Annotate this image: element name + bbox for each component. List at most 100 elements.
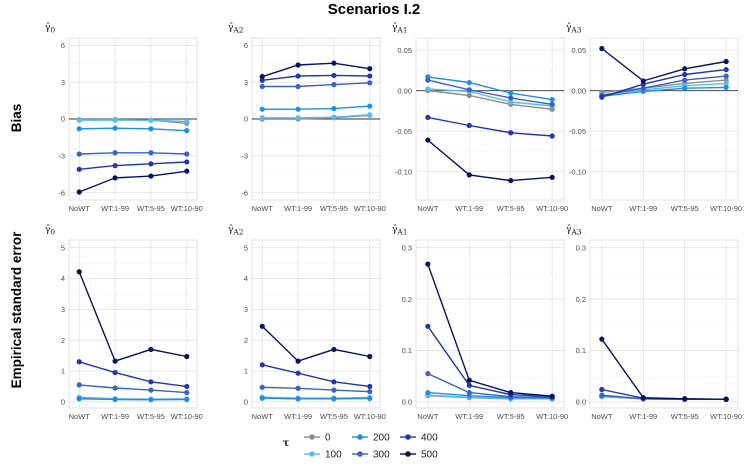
data-point-200 bbox=[682, 85, 688, 91]
data-point-300 bbox=[184, 151, 190, 157]
data-point-500 bbox=[184, 168, 190, 174]
x-tick-label: WT:1-99 bbox=[455, 204, 483, 213]
data-point-100 bbox=[723, 80, 729, 86]
data-point-200 bbox=[295, 396, 301, 402]
panel-title: γ̂A1 bbox=[392, 22, 408, 35]
data-point-100 bbox=[508, 99, 514, 105]
panel-background bbox=[251, 239, 381, 409]
y-tick-label: 0.00 bbox=[571, 86, 586, 95]
series-line-200 bbox=[262, 105, 370, 110]
y-tick-label: 0 bbox=[244, 398, 248, 407]
y-tick-label: -3 bbox=[58, 152, 65, 161]
data-point-500 bbox=[599, 45, 605, 52]
series-line-200 bbox=[427, 76, 553, 101]
y-tick-label: 2 bbox=[61, 336, 65, 345]
series-line-0 bbox=[427, 89, 553, 110]
data-point-500 bbox=[549, 174, 555, 180]
data-point-500 bbox=[148, 346, 154, 353]
y-tick-label: 3 bbox=[61, 305, 65, 314]
data-point-200 bbox=[331, 105, 337, 112]
data-point-500 bbox=[259, 323, 265, 329]
y-tick-label: 0.0 bbox=[576, 398, 586, 407]
legend-label: 100 bbox=[325, 450, 342, 461]
panel-title: γ̂A1 bbox=[392, 224, 408, 237]
data-point-500 bbox=[76, 269, 82, 275]
series-line-300 bbox=[79, 384, 187, 394]
x-tick-label: WT:1-99 bbox=[101, 204, 129, 213]
data-point-400 bbox=[112, 163, 118, 169]
data-point-500 bbox=[331, 346, 337, 353]
legend-item-200: 200 bbox=[352, 433, 390, 444]
data-point-300 bbox=[112, 385, 118, 391]
y-tick-label: 6 bbox=[61, 41, 65, 50]
data-point-200 bbox=[112, 125, 118, 131]
data-point-400 bbox=[367, 73, 373, 79]
panel-background bbox=[589, 37, 739, 201]
data-point-100 bbox=[112, 117, 118, 123]
x-tick-label: NoWT bbox=[417, 204, 439, 213]
y-tick-label: 1 bbox=[61, 367, 65, 376]
data-point-500 bbox=[508, 389, 514, 396]
legend-item-500: 500 bbox=[400, 450, 438, 461]
series-line-500 bbox=[261, 325, 370, 362]
x-tick-label: NoWT bbox=[69, 412, 91, 421]
series-line-200 bbox=[601, 86, 727, 97]
data-point-300 bbox=[367, 80, 373, 86]
legend-label: 200 bbox=[373, 433, 390, 444]
y-tick-label: 0 bbox=[61, 398, 65, 407]
data-point-500 bbox=[367, 353, 373, 360]
x-tick-label: NoWT bbox=[252, 204, 274, 213]
data-point-500 bbox=[184, 353, 190, 360]
data-point-300 bbox=[682, 77, 688, 83]
data-point-400 bbox=[599, 94, 605, 100]
series-line-500 bbox=[427, 263, 553, 397]
data-point-400 bbox=[367, 383, 373, 390]
data-point-300 bbox=[148, 150, 154, 156]
y-tick-label: 0.3 bbox=[576, 243, 586, 252]
data-point-100 bbox=[184, 118, 190, 125]
legend-items: 0 200 400 100 300 500 bbox=[304, 433, 438, 461]
data-point-400 bbox=[148, 161, 154, 167]
data-point-400 bbox=[425, 323, 431, 329]
data-point-500 bbox=[331, 60, 337, 66]
data-point-200 bbox=[259, 106, 265, 112]
series-line-300 bbox=[601, 75, 727, 97]
y-tick-label: 1 bbox=[244, 367, 248, 376]
data-point-200 bbox=[367, 395, 373, 402]
series-line-200 bbox=[79, 398, 187, 401]
x-tick-label: WT:10-90 bbox=[171, 204, 203, 213]
series-line-100 bbox=[427, 394, 553, 400]
y-tick-label: 4 bbox=[244, 274, 248, 283]
y-tick-label: 0.0 bbox=[402, 398, 412, 407]
panel-2: -6 -3 0 3 6 NoWT WT:1-99 WT:5-95 WT:10-90 γ̂A2 bbox=[228, 22, 386, 213]
series-line-400 bbox=[78, 361, 187, 388]
x-tick-label: WT:1-99 bbox=[455, 412, 483, 421]
y-tick-label: 5 bbox=[61, 243, 65, 252]
series-line-200 bbox=[79, 127, 187, 132]
row-label-bias: Bias bbox=[9, 104, 24, 133]
data-point-400 bbox=[549, 133, 555, 139]
panel-8: 0.0 0.1 0.2 0.3 NoWT WT:1-99 WT:5-95 WT:10-90 γ̂… bbox=[566, 224, 742, 421]
legend: τ 0 200 400 100 300 500 bbox=[283, 433, 438, 461]
data-point-300 bbox=[148, 387, 154, 393]
data-point-200 bbox=[184, 396, 190, 402]
data-point-400 bbox=[331, 72, 337, 79]
data-point-300 bbox=[331, 82, 337, 88]
data-point-300 bbox=[425, 370, 431, 377]
series-line-100 bbox=[79, 119, 187, 123]
data-point-300 bbox=[184, 389, 190, 396]
series-line-400 bbox=[601, 68, 727, 98]
panel-3: -0.10 -0.05 0.00 0.05 NoWT WT:1-99 WT:5-95 WT:1… bbox=[392, 22, 568, 213]
y-tick-label: 2 bbox=[244, 336, 248, 345]
panel-1: -6 -3 0 3 6 NoWT WT:1-99 WT:5-95 WT:10-90 γ̂0 bbox=[45, 22, 203, 213]
data-point-400 bbox=[466, 382, 472, 388]
x-tick-label: WT:5-95 bbox=[320, 412, 348, 421]
legend-key-dot bbox=[405, 434, 411, 440]
x-tick-label: NoWT bbox=[252, 412, 274, 421]
y-tick-label: 3 bbox=[244, 78, 248, 87]
panel-title: γ̂0 bbox=[45, 224, 55, 237]
series-line-300 bbox=[262, 82, 370, 88]
x-tick-label: NoWT bbox=[591, 412, 613, 421]
data-point-400 bbox=[682, 71, 688, 78]
series-line-500 bbox=[601, 338, 727, 400]
